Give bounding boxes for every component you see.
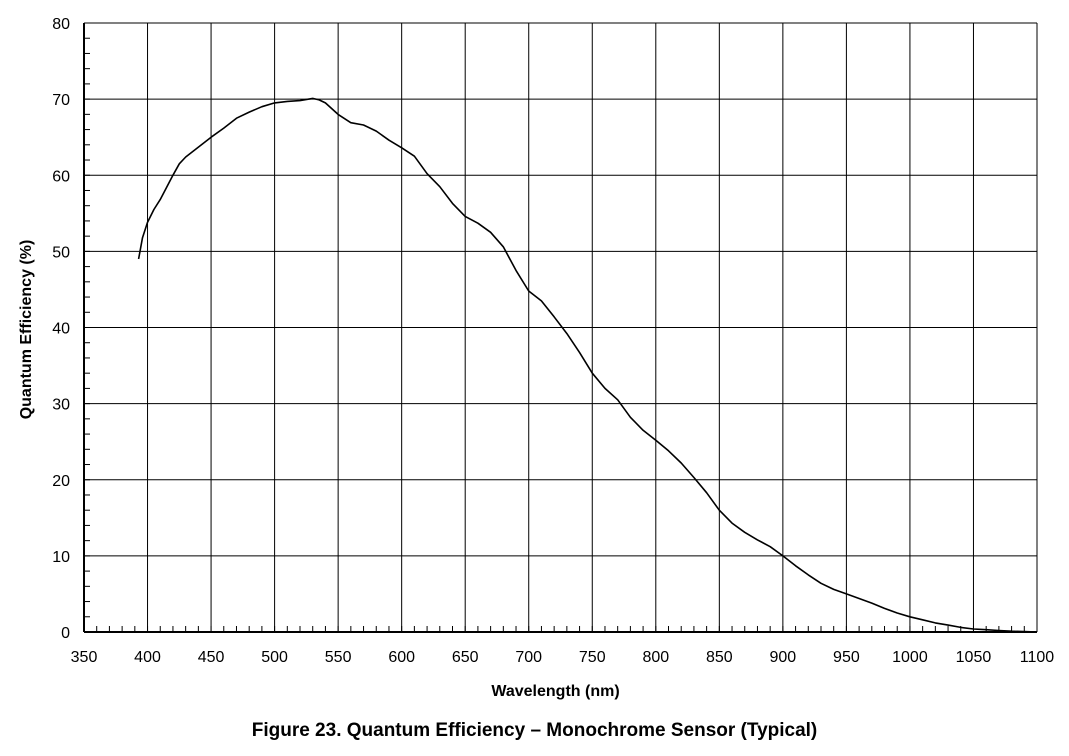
x-tick-label: 500 (261, 649, 288, 666)
x-tick-label: 950 (833, 649, 860, 666)
figure-caption: Figure 23. Quantum Efficiency – Monochro… (251, 720, 818, 741)
x-tick-label: 800 (642, 649, 669, 666)
y-tick-label: 30 (52, 397, 70, 414)
x-tick-label: 350 (71, 649, 98, 666)
y-tick-labels: 0 10 20 30 40 50 60 70 80 (52, 16, 70, 642)
grid-lines (83, 22, 1038, 633)
x-tick-label: 750 (579, 649, 606, 666)
x-tick-label: 1000 (892, 649, 928, 666)
y-tick-label: 20 (52, 473, 70, 490)
y-tick-label: 10 (52, 549, 70, 566)
axes (83, 23, 1037, 633)
x-tick-label: 700 (515, 649, 542, 666)
y-tick-label: 70 (52, 92, 70, 109)
x-tick-labels: 350 400 450 500 550 600 650 700 750 800 850 900 950 1… (71, 649, 1055, 666)
y-tick-label: 50 (52, 244, 70, 261)
x-tick-label: 400 (134, 649, 161, 666)
x-tick-label: 450 (198, 649, 225, 666)
x-tick-label: 900 (770, 649, 797, 666)
y-tick-label: 80 (52, 16, 70, 33)
y-tick-label: 0 (61, 625, 70, 642)
x-tick-label: 1050 (956, 649, 992, 666)
y-tick-label: 60 (52, 168, 70, 185)
y-tick-label: 40 (52, 321, 70, 338)
x-axis-title: Wavelength (nm) (491, 683, 619, 700)
qe-curve (137, 97, 1038, 633)
x-tick-label: 550 (325, 649, 352, 666)
x-tick-label: 600 (388, 649, 415, 666)
x-tick-label: 1100 (1020, 649, 1055, 666)
qe-chart: 350 400 450 500 550 600 650 700 750 800 850 900 950 1… (18, 16, 1055, 700)
x-tick-label: 650 (452, 649, 479, 666)
x-tick-label: 850 (706, 649, 733, 666)
y-axis-title: Quantum Efficiency (%) (18, 240, 35, 420)
